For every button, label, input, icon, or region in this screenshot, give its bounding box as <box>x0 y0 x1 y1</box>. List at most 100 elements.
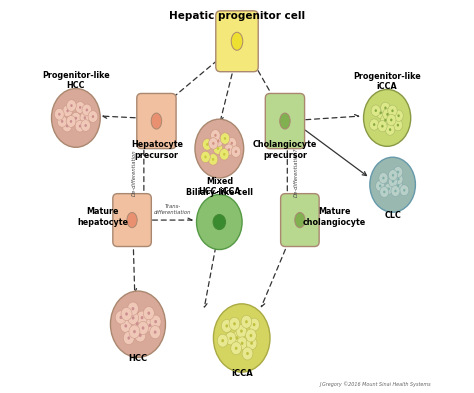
Ellipse shape <box>147 312 150 315</box>
Ellipse shape <box>383 108 392 120</box>
Ellipse shape <box>392 174 394 176</box>
Ellipse shape <box>79 125 81 128</box>
Ellipse shape <box>128 302 138 315</box>
Ellipse shape <box>57 116 67 127</box>
Ellipse shape <box>384 107 387 109</box>
Ellipse shape <box>128 311 138 325</box>
Ellipse shape <box>240 329 243 333</box>
Ellipse shape <box>148 324 151 327</box>
Ellipse shape <box>213 136 223 147</box>
Ellipse shape <box>394 110 403 121</box>
Ellipse shape <box>237 337 247 350</box>
Ellipse shape <box>381 114 390 126</box>
Ellipse shape <box>137 311 147 324</box>
Text: HCC: HCC <box>128 354 147 363</box>
Ellipse shape <box>388 105 397 116</box>
Ellipse shape <box>127 213 137 228</box>
Ellipse shape <box>392 180 394 183</box>
FancyBboxPatch shape <box>137 94 176 149</box>
Ellipse shape <box>213 304 270 372</box>
Ellipse shape <box>232 331 242 344</box>
FancyBboxPatch shape <box>216 11 258 72</box>
Ellipse shape <box>217 334 228 347</box>
Ellipse shape <box>376 107 385 119</box>
Ellipse shape <box>135 329 146 342</box>
Ellipse shape <box>397 171 399 173</box>
Ellipse shape <box>385 124 395 135</box>
Ellipse shape <box>392 109 394 112</box>
Ellipse shape <box>224 144 234 155</box>
Ellipse shape <box>84 124 87 127</box>
Ellipse shape <box>213 143 223 154</box>
Ellipse shape <box>380 186 389 197</box>
Ellipse shape <box>129 325 140 338</box>
Ellipse shape <box>225 332 236 345</box>
Ellipse shape <box>212 158 214 161</box>
Ellipse shape <box>219 149 229 160</box>
Ellipse shape <box>79 106 82 109</box>
Ellipse shape <box>295 213 305 228</box>
Ellipse shape <box>231 142 233 145</box>
Ellipse shape <box>121 307 132 321</box>
Ellipse shape <box>388 170 398 181</box>
Ellipse shape <box>373 123 375 126</box>
Ellipse shape <box>120 319 131 332</box>
Ellipse shape <box>136 322 138 325</box>
Text: Hepatic progenitor cell: Hepatic progenitor cell <box>169 11 305 21</box>
Ellipse shape <box>379 185 381 187</box>
Ellipse shape <box>241 315 252 328</box>
Ellipse shape <box>231 342 242 355</box>
Ellipse shape <box>204 156 207 158</box>
Ellipse shape <box>128 336 130 340</box>
Ellipse shape <box>246 329 256 342</box>
Ellipse shape <box>210 130 220 141</box>
Ellipse shape <box>280 113 290 129</box>
Ellipse shape <box>386 113 389 116</box>
Ellipse shape <box>209 138 218 149</box>
Ellipse shape <box>229 317 240 330</box>
Ellipse shape <box>221 339 224 342</box>
FancyBboxPatch shape <box>113 194 151 246</box>
Text: Mature
hepatocyte: Mature hepatocyte <box>77 207 128 227</box>
Ellipse shape <box>202 139 212 150</box>
Text: J Gregory ©2016 Mount Sinai Health Systems: J Gregory ©2016 Mount Sinai Health Syste… <box>320 382 431 387</box>
Ellipse shape <box>154 331 156 334</box>
Ellipse shape <box>214 134 217 137</box>
Ellipse shape <box>55 108 64 120</box>
Ellipse shape <box>391 185 400 196</box>
Ellipse shape <box>246 352 249 355</box>
Ellipse shape <box>82 104 91 116</box>
Ellipse shape <box>71 112 81 124</box>
Ellipse shape <box>227 138 237 149</box>
Ellipse shape <box>249 318 260 331</box>
Ellipse shape <box>154 320 157 323</box>
Ellipse shape <box>235 347 237 350</box>
Text: Biliary-like cell: Biliary-like cell <box>186 188 253 197</box>
Text: Trans-
differentiation: Trans- differentiation <box>154 204 191 215</box>
Text: De-differentiation?: De-differentiation? <box>294 148 299 197</box>
Ellipse shape <box>63 105 73 117</box>
Ellipse shape <box>123 331 134 345</box>
Ellipse shape <box>379 173 388 184</box>
Ellipse shape <box>75 120 85 132</box>
Ellipse shape <box>233 322 236 325</box>
Ellipse shape <box>70 120 72 123</box>
Ellipse shape <box>213 215 226 230</box>
Ellipse shape <box>70 104 73 107</box>
Ellipse shape <box>86 108 88 112</box>
Ellipse shape <box>58 113 61 116</box>
Ellipse shape <box>250 334 252 337</box>
Ellipse shape <box>83 116 86 119</box>
Ellipse shape <box>388 187 390 190</box>
Ellipse shape <box>217 140 219 143</box>
FancyBboxPatch shape <box>281 194 319 246</box>
Ellipse shape <box>81 119 91 131</box>
Ellipse shape <box>394 174 403 185</box>
Ellipse shape <box>92 115 94 118</box>
Ellipse shape <box>212 142 215 145</box>
Ellipse shape <box>209 154 218 165</box>
Ellipse shape <box>132 316 135 320</box>
Ellipse shape <box>369 119 379 130</box>
Ellipse shape <box>382 177 384 180</box>
Ellipse shape <box>52 88 100 147</box>
